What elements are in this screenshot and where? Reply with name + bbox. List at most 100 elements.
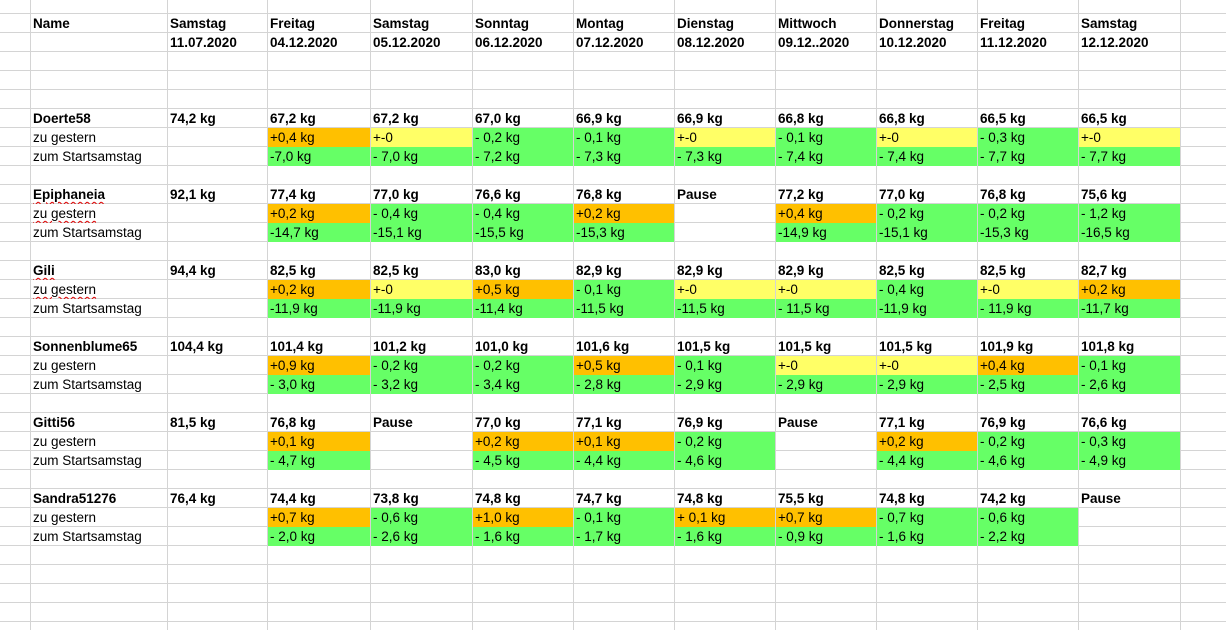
weight-cell[interactable]: 66,8 kg: [879, 111, 925, 126]
diff-cell[interactable]: - 0,2 kg: [675, 432, 775, 451]
start-diff-cell[interactable]: -11,9 kg: [371, 299, 472, 318]
diff-cell[interactable]: [776, 432, 876, 451]
weight-cell[interactable]: 77,0 kg: [879, 187, 925, 202]
weight-cell[interactable]: 101,4 kg: [270, 339, 324, 354]
header-name-cell[interactable]: Name: [33, 16, 70, 31]
person-name-cell[interactable]: Sandra51276: [33, 491, 117, 506]
start-diff-cell[interactable]: -11,5 kg: [574, 299, 674, 318]
weight-cell[interactable]: 74,8 kg: [475, 491, 521, 506]
start-diff-cell[interactable]: -15,1 kg: [371, 223, 472, 242]
weight-cell[interactable]: 76,9 kg: [677, 415, 723, 430]
header-date-cell[interactable]: 04.12.2020: [270, 35, 338, 50]
diff-cell[interactable]: +-0: [776, 356, 876, 375]
header-date-cell[interactable]: 10.12.2020: [879, 35, 947, 50]
header-day-cell[interactable]: Montag: [576, 16, 624, 31]
start-diff-cell[interactable]: - 3,2 kg: [371, 375, 472, 394]
start-diff-cell[interactable]: -7,0 kg: [268, 147, 370, 166]
start-diff-cell[interactable]: - 2,9 kg: [877, 375, 977, 394]
start-diff-cell[interactable]: - 1,6 kg: [473, 527, 573, 546]
weight-cell[interactable]: Pause: [1081, 491, 1121, 506]
start-diff-cell[interactable]: -14,7 kg: [268, 223, 370, 242]
weight-cell[interactable]: 74,8 kg: [677, 491, 723, 506]
diff-cell[interactable]: - 0,2 kg: [371, 356, 472, 375]
diff-cell[interactable]: +1,0 kg: [473, 508, 573, 527]
diff-cell[interactable]: +0,1 kg: [268, 432, 370, 451]
diff-cell[interactable]: +0,2 kg: [1079, 280, 1180, 299]
diff-cell[interactable]: - 0,1 kg: [776, 128, 876, 147]
start-diff-cell[interactable]: -15,1 kg: [877, 223, 977, 242]
weight-cell[interactable]: 82,9 kg: [576, 263, 622, 278]
header-day-cell[interactable]: Donnerstag: [879, 16, 955, 31]
weight-cell[interactable]: 75,5 kg: [778, 491, 824, 506]
diff-cell[interactable]: +0,9 kg: [268, 356, 370, 375]
start-diff-cell[interactable]: - 7,7 kg: [1079, 147, 1180, 166]
weight-cell[interactable]: Pause: [373, 415, 413, 430]
row-label-cell[interactable]: zu gestern: [33, 130, 97, 145]
start-diff-cell[interactable]: - 2,5 kg: [978, 375, 1078, 394]
start-diff-cell[interactable]: [1079, 527, 1180, 546]
diff-cell[interactable]: +-0: [675, 128, 775, 147]
diff-cell[interactable]: - 0,6 kg: [371, 508, 472, 527]
diff-cell[interactable]: +-0: [776, 280, 876, 299]
start-diff-cell[interactable]: - 2,6 kg: [371, 527, 472, 546]
weight-cell[interactable]: 66,5 kg: [1081, 111, 1127, 126]
start-diff-cell[interactable]: - 7,0 kg: [371, 147, 472, 166]
diff-cell[interactable]: +0,4 kg: [776, 204, 876, 223]
header-day-cell[interactable]: Samstag: [373, 16, 430, 31]
diff-cell[interactable]: - 0,4 kg: [473, 204, 573, 223]
diff-cell[interactable]: - 0,6 kg: [978, 508, 1078, 527]
weight-cell[interactable]: 101,9 kg: [980, 339, 1034, 354]
start-diff-cell[interactable]: - 1,6 kg: [675, 527, 775, 546]
start-diff-cell[interactable]: - 11,5 kg: [776, 299, 876, 318]
weight-cell[interactable]: 74,8 kg: [879, 491, 925, 506]
start-diff-cell[interactable]: -11,5 kg: [675, 299, 775, 318]
diff-cell[interactable]: +0,7 kg: [268, 508, 370, 527]
diff-cell[interactable]: - 0,1 kg: [574, 280, 674, 299]
weight-cell[interactable]: 82,5 kg: [879, 263, 925, 278]
diff-cell[interactable]: - 0,1 kg: [675, 356, 775, 375]
start-diff-cell[interactable]: [776, 451, 876, 470]
start-diff-cell[interactable]: - 7,4 kg: [877, 147, 977, 166]
weight-cell[interactable]: 76,8 kg: [270, 415, 316, 430]
start-diff-cell[interactable]: [675, 223, 775, 242]
start-diff-cell[interactable]: -11,7 kg: [1079, 299, 1180, 318]
weight-cell[interactable]: 77,4 kg: [270, 187, 316, 202]
start-diff-cell[interactable]: -15,3 kg: [978, 223, 1078, 242]
header-date-cell[interactable]: 09.12..2020: [778, 35, 850, 50]
diff-cell[interactable]: - 0,3 kg: [1079, 432, 1180, 451]
diff-cell[interactable]: - 0,1 kg: [1079, 356, 1180, 375]
start-diff-cell[interactable]: - 0,9 kg: [776, 527, 876, 546]
weight-cell[interactable]: 101,6 kg: [576, 339, 630, 354]
start-diff-cell[interactable]: -11,9 kg: [877, 299, 977, 318]
start-diff-cell[interactable]: - 7,3 kg: [675, 147, 775, 166]
diff-cell[interactable]: +0,4 kg: [268, 128, 370, 147]
weight-cell[interactable]: 76,4 kg: [170, 491, 216, 506]
row-label-cell[interactable]: zum Startsamstag: [33, 453, 142, 468]
weight-cell[interactable]: 76,8 kg: [576, 187, 622, 202]
start-diff-cell[interactable]: - 7,2 kg: [473, 147, 573, 166]
diff-cell[interactable]: - 0,4 kg: [371, 204, 472, 223]
header-day-cell[interactable]: Mittwoch: [778, 16, 837, 31]
start-diff-cell[interactable]: - 4,4 kg: [574, 451, 674, 470]
diff-cell[interactable]: - 1,2 kg: [1079, 204, 1180, 223]
weight-cell[interactable]: 67,2 kg: [270, 111, 316, 126]
weight-cell[interactable]: 77,2 kg: [778, 187, 824, 202]
header-day-cell[interactable]: Samstag: [170, 16, 227, 31]
start-diff-cell[interactable]: - 7,7 kg: [978, 147, 1078, 166]
weight-cell[interactable]: 76,9 kg: [980, 415, 1026, 430]
weight-cell[interactable]: 77,1 kg: [879, 415, 925, 430]
start-diff-cell[interactable]: - 7,4 kg: [776, 147, 876, 166]
row-label-cell[interactable]: zum Startsamstag: [33, 301, 142, 316]
weight-cell[interactable]: 76,6 kg: [475, 187, 521, 202]
header-day-cell[interactable]: Dienstag: [677, 16, 735, 31]
row-label-cell[interactable]: zu gestern: [33, 510, 97, 525]
person-name-cell[interactable]: Gitti56: [33, 415, 76, 430]
diff-cell[interactable]: - 0,1 kg: [574, 508, 674, 527]
diff-cell[interactable]: - 0,2 kg: [473, 356, 573, 375]
start-diff-cell[interactable]: - 2,0 kg: [268, 527, 370, 546]
weight-cell[interactable]: 101,0 kg: [475, 339, 529, 354]
weight-cell[interactable]: 67,2 kg: [373, 111, 419, 126]
weight-cell[interactable]: 74,7 kg: [576, 491, 622, 506]
weight-cell[interactable]: 94,4 kg: [170, 263, 216, 278]
